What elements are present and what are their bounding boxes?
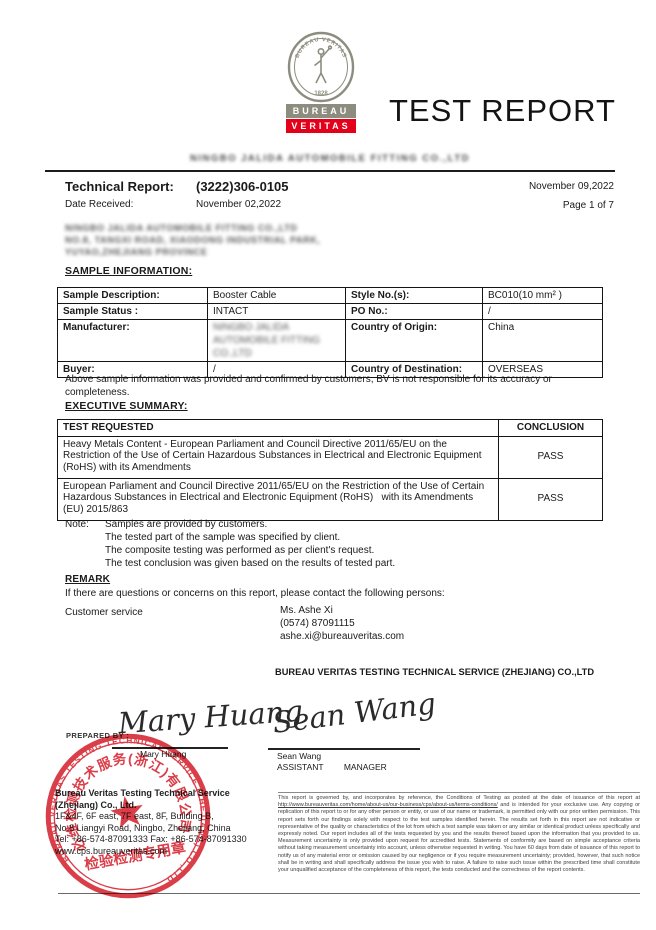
test-requested-cell: Heavy Metals Content - European Parliame… bbox=[57, 435, 499, 479]
sample-information-table: Sample Description: Booster Cable Style … bbox=[57, 287, 603, 378]
note-line: The test conclusion was given based on t… bbox=[105, 558, 396, 569]
note-label: Note: bbox=[65, 519, 89, 530]
client-address-line: NO.8, TANGXI ROAD, XIAODONG INDUSTRIAL P… bbox=[65, 235, 321, 245]
sample-status-label: Sample Status : bbox=[57, 303, 208, 320]
table-header-row: TEST REQUESTED CONCLUSION bbox=[57, 419, 603, 437]
conclusion-header: CONCLUSION bbox=[498, 419, 603, 437]
executive-summary-heading: EXECUTIVE SUMMARY: bbox=[65, 400, 188, 412]
issuer-address-line: www.cps.bureauveritas.com bbox=[55, 845, 168, 856]
technical-report-label: Technical Report: bbox=[65, 179, 174, 194]
disclaimer-text: This report is governed by, and incorpor… bbox=[278, 795, 640, 801]
contact-email: ashe.xi@bureauveritas.com bbox=[280, 631, 405, 642]
country-origin-value: China bbox=[482, 319, 603, 362]
signer-name-mary: Mary Huang bbox=[140, 749, 187, 759]
signer-role-part: MANAGER bbox=[343, 762, 387, 772]
table-row: European Parliament and Council Directiv… bbox=[57, 477, 603, 521]
logo-bureau-bar: BUREAU bbox=[286, 104, 356, 118]
legal-disclaimer: This report is governed by, and incorpor… bbox=[278, 792, 640, 874]
sample-status-value: INTACT bbox=[207, 303, 346, 320]
client-company-name-redacted: NINGBO JALIDA AUTOMOBILE FITTING CO.,LTD bbox=[189, 153, 471, 164]
remark-heading: REMARK bbox=[65, 574, 111, 585]
page-number: Page 1 of 7 bbox=[562, 200, 614, 211]
prepared-by-label: PREPARED BY : bbox=[66, 731, 130, 740]
test-requested-header: TEST REQUESTED bbox=[57, 419, 499, 437]
style-no-value: BC010(10 mm² ) bbox=[482, 287, 603, 304]
note-line: Samples are provided by customers. bbox=[105, 519, 268, 530]
signer-role-part: ASSISTANT bbox=[277, 762, 324, 772]
contact-phone: (0574) 87091115 bbox=[280, 618, 355, 629]
manufacturer-value-redacted: NINGBO JALIDA AUTOMOBILE FITTING CO.,LTD bbox=[207, 319, 346, 362]
terms-url: http://www.bureauveritas.com/home/about-… bbox=[278, 802, 498, 809]
conclusion-cell: PASS bbox=[498, 435, 603, 479]
bureau-veritas-seal-logo: BUREAU VERITAS 1828 bbox=[287, 31, 355, 103]
date-received-label: Date Received: bbox=[65, 199, 134, 210]
buyer-value: / bbox=[207, 361, 346, 378]
company-stamp: BUREAU VERITAS TESTING TECHNICAL SERVICE… bbox=[36, 724, 220, 904]
client-address-redacted: NINGBO JALIDA AUTOMOBILE FITTING CO.,LTD… bbox=[65, 222, 320, 258]
seal-year: 1828 bbox=[314, 91, 328, 97]
client-address-line: YUYAO,ZHEJIANG PROVINCE bbox=[65, 247, 208, 257]
header-divider bbox=[45, 170, 615, 172]
issuer-address-line: Tel: +86-574-87091333 Fax: +86-574-87091… bbox=[55, 834, 247, 844]
sample-description-value: Booster Cable bbox=[207, 287, 346, 304]
remark-intro: If there are questions or concerns on th… bbox=[65, 588, 445, 599]
stamp-label-text: 检验检测专用章 bbox=[83, 838, 187, 874]
issuer-address-line: Bureau Veritas Testing Technical Service bbox=[55, 788, 230, 798]
buyer-label: Buyer: bbox=[57, 361, 208, 378]
note-lines: Samples are provided by customers. The t… bbox=[105, 518, 395, 570]
po-no-label: PO No.: bbox=[345, 303, 483, 320]
sample-info-disclaimer: Above sample information was provided an… bbox=[65, 374, 552, 398]
conclusion-cell: PASS bbox=[498, 477, 603, 521]
country-origin-label: Country of Origin: bbox=[345, 319, 483, 362]
executive-summary-table: TEST REQUESTED CONCLUSION Heavy Metals C… bbox=[57, 419, 603, 521]
signature-line bbox=[268, 748, 420, 750]
table-row: Heavy Metals Content - European Parliame… bbox=[57, 435, 603, 479]
date-received-value: November 02,2022 bbox=[196, 199, 282, 210]
report-date: November 09,2022 bbox=[528, 181, 614, 192]
contact-block: Ms. Ashe Xi (0574) 87091115 ashe.xi@bure… bbox=[280, 604, 404, 643]
signer-role: ASSISTANT MANAGER bbox=[277, 762, 387, 772]
table-row: Sample Status : INTACT PO No.: / bbox=[57, 303, 603, 320]
client-address-line: NINGBO JALIDA AUTOMOBILE FITTING CO.,LTD bbox=[65, 223, 298, 233]
table-row: Sample Description: Booster Cable Style … bbox=[57, 287, 603, 304]
sample-description-label: Sample Description: bbox=[57, 287, 208, 304]
note-line: The composite testing was performed as p… bbox=[105, 545, 375, 556]
country-destination-label: Country of Destination: bbox=[345, 361, 483, 378]
note-line: The tested part of the sample was specif… bbox=[105, 532, 341, 543]
footer-divider bbox=[58, 893, 640, 894]
issuer-address-line: No.8 Liangyi Road, Ningbo, Zhejiang, Chi… bbox=[55, 822, 231, 833]
contact-name: Ms. Ashe Xi bbox=[280, 605, 333, 616]
issuer-company-name: BUREAU VERITAS TESTING TECHNICAL SERVICE… bbox=[275, 667, 595, 677]
logo-veritas-bar: VERITAS bbox=[286, 119, 356, 133]
contact-role: Customer service bbox=[65, 607, 143, 618]
po-no-value: / bbox=[482, 303, 603, 320]
table-row: Manufacturer: NINGBO JALIDA AUTOMOBILE F… bbox=[57, 319, 603, 362]
country-destination-value: OVERSEAS bbox=[482, 361, 603, 378]
technical-report-number: (3222)306-0105 bbox=[196, 179, 289, 194]
manufacturer-label: Manufacturer: bbox=[57, 319, 208, 362]
seal-figure-icon bbox=[314, 45, 333, 84]
disclaimer-text: and is intended for your exclusive use. … bbox=[278, 802, 640, 874]
issuer-address-line: (Zhejiang) Co., Ltd. bbox=[55, 799, 137, 810]
page-title: TEST REPORT bbox=[389, 93, 616, 128]
test-requested-cell: European Parliament and Council Directiv… bbox=[57, 477, 499, 521]
sample-information-heading: SAMPLE INFORMATION: bbox=[65, 265, 193, 277]
table-row: Buyer: / Country of Destination: OVERSEA… bbox=[57, 361, 603, 378]
stamp-star-icon bbox=[110, 796, 143, 829]
style-no-label: Style No.(s): bbox=[345, 287, 483, 304]
signer-name-sean: Sean Wang bbox=[277, 751, 322, 761]
